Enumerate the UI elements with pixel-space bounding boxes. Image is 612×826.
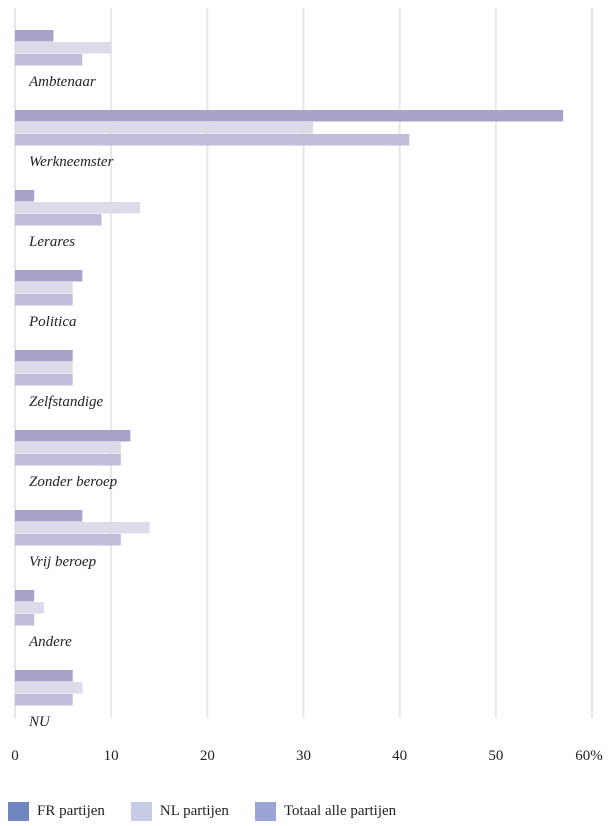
bar-nu-totaal-alle-partijen xyxy=(15,694,73,706)
bar-lerares-fr-partijen xyxy=(15,190,35,202)
category-label-zonder-beroep: Zonder beroep xyxy=(29,474,118,490)
legend-swatch-nl-partijen xyxy=(130,802,152,821)
bar-vrij-beroep-totaal-alle-partijen xyxy=(15,534,121,546)
category-label-andere: Andere xyxy=(28,634,72,650)
bar-vrij-beroep-nl-partijen xyxy=(15,522,150,534)
legend-label-nl-partijen: NL partijen xyxy=(159,803,229,819)
category-label-werkneemster: Werkneemster xyxy=(29,154,114,170)
bar-nu-fr-partijen xyxy=(15,670,73,682)
legend-item-fr-partijen: FR partijen xyxy=(8,802,105,821)
x-tick-label-10: 10 xyxy=(104,748,119,764)
chart-plot: Ambtenaar Werkneemster Lerares Politica Zelf… xyxy=(11,8,603,764)
bar-andere-nl-partijen xyxy=(15,602,44,614)
category-label-ambtenaar: Ambtenaar xyxy=(28,74,96,90)
bar-andere-fr-partijen xyxy=(15,590,35,602)
category-label-politica: Politica xyxy=(28,314,77,330)
legend-swatch-totaal-alle-partijen xyxy=(254,802,276,821)
x-tick-label-50: 50 xyxy=(488,748,503,764)
bar-politica-nl-partijen xyxy=(15,282,73,294)
x-tick-label-60: 60% xyxy=(575,748,603,764)
bar-werkneemster-nl-partijen xyxy=(15,122,314,134)
bar-andere-totaal-alle-partijen xyxy=(15,614,35,626)
legend-swatch-fr-partijen xyxy=(8,802,29,821)
bar-zelfstandige-nl-partijen xyxy=(15,362,73,374)
x-tick-label-30: 30 xyxy=(296,748,311,764)
x-tick-label-0: 0 xyxy=(11,748,19,764)
bar-zonder-beroep-fr-partijen xyxy=(15,430,131,442)
legend-label-fr-partijen: FR partijen xyxy=(37,803,105,819)
legend-label-totaal-alle-partijen: Totaal alle partijen xyxy=(283,803,397,819)
bar-lerares-nl-partijen xyxy=(15,202,141,214)
bar-nu-nl-partijen xyxy=(15,682,83,694)
x-tick-label-40: 40 xyxy=(392,748,407,764)
bar-ambtenaar-fr-partijen xyxy=(15,30,54,42)
bar-werkneemster-fr-partijen xyxy=(15,110,564,122)
bar-politica-fr-partijen xyxy=(15,270,83,282)
bar-zonder-beroep-nl-partijen xyxy=(15,442,121,454)
bar-zelfstandige-totaal-alle-partijen xyxy=(15,374,73,386)
bar-zonder-beroep-totaal-alle-partijen xyxy=(15,454,121,466)
bar-ambtenaar-totaal-alle-partijen xyxy=(15,54,83,66)
category-label-nu: NU xyxy=(28,714,51,730)
bar-ambtenaar-nl-partijen xyxy=(15,42,112,54)
category-label-vrij-beroep: Vrij beroep xyxy=(29,554,97,570)
bar-politica-totaal-alle-partijen xyxy=(15,294,73,306)
bar-vrij-beroep-fr-partijen xyxy=(15,510,83,522)
x-tick-label-20: 20 xyxy=(200,748,215,764)
legend-item-totaal-alle-partijen: Totaal alle partijen xyxy=(254,802,397,821)
legend-item-nl-partijen: NL partijen xyxy=(130,802,229,821)
legend: FR partijen NL partijen Totaal alle part… xyxy=(8,802,422,821)
bar-zelfstandige-fr-partijen xyxy=(15,350,73,362)
bar-lerares-totaal-alle-partijen xyxy=(15,214,102,226)
category-label-zelfstandige: Zelfstandige xyxy=(29,394,104,410)
bar-werkneemster-totaal-alle-partijen xyxy=(15,134,410,146)
category-label-lerares: Lerares xyxy=(28,234,75,250)
